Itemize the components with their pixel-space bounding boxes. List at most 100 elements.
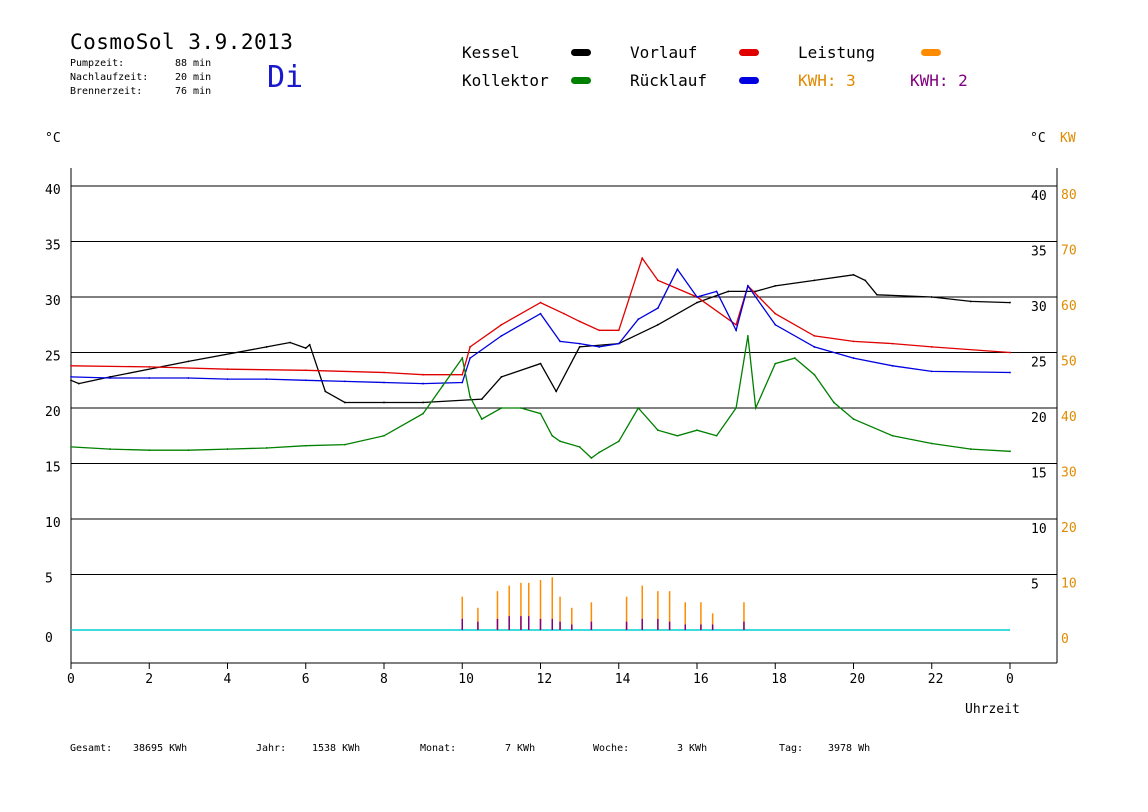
series-3-point-15 xyxy=(520,407,522,409)
series-1-point-22 xyxy=(891,342,894,345)
series-3-point-30 xyxy=(754,407,757,409)
series-2-point-7 xyxy=(343,380,346,383)
chart-title: CosmoSol 3.9.2013 xyxy=(70,30,294,54)
series-2-point-11 xyxy=(469,357,471,359)
y2-tick-0: 0 xyxy=(1061,632,1069,647)
series-2-point-12 xyxy=(500,334,503,337)
series-0-point-3 xyxy=(187,360,190,363)
footer-woche-label: Woche: xyxy=(593,743,630,754)
x-tick-4: 8 xyxy=(380,672,388,687)
y-tick-right-temp-35: 35 xyxy=(1031,245,1047,260)
series-3-point-2 xyxy=(148,449,151,452)
weekday-label: Di xyxy=(267,60,304,95)
series-0-point-9 xyxy=(343,401,346,404)
legend-leistung-swatch xyxy=(921,49,941,56)
series-1-point-4 xyxy=(383,371,385,374)
footer-tag-label: Tag: xyxy=(779,743,804,754)
series-2-point-21 xyxy=(696,296,698,298)
series-0-point-1 xyxy=(77,382,80,385)
series-3-point-25 xyxy=(676,434,679,437)
series-3-point-17 xyxy=(551,434,554,437)
series-3-point-38 xyxy=(969,448,972,450)
legend-kwh1-label: KWH: 3 xyxy=(798,71,856,90)
y-axis-label-right-power: KW xyxy=(1060,131,1076,146)
series-0-point-26 xyxy=(876,293,878,296)
legend-ruecklauf-label: Rücklauf xyxy=(630,71,708,90)
y2-tick-50: 50 xyxy=(1061,355,1077,370)
stat-nachlaufzeit-value: 20 min xyxy=(175,72,212,83)
footer-jahr-value: 1538 KWh xyxy=(312,743,361,754)
series-3-point-19 xyxy=(578,445,581,448)
series-3-point-22 xyxy=(617,440,620,443)
series-2-point-6 xyxy=(304,379,307,382)
y-tick-left-25: 25 xyxy=(45,350,61,365)
y-tick-left-5: 5 xyxy=(45,572,53,587)
series-1-point-10 xyxy=(563,312,565,315)
x-tick-5: 10 xyxy=(458,672,474,687)
series-1-point-11 xyxy=(578,320,581,323)
series-0-point-15 xyxy=(555,390,558,393)
series-1-point-3 xyxy=(304,369,307,372)
y2-tick-20: 20 xyxy=(1061,521,1077,536)
series-0-point-6 xyxy=(304,347,307,349)
series-3-point-9 xyxy=(422,412,425,415)
x-tick-10: 20 xyxy=(850,672,866,687)
x-axis-label: Uhrzeit xyxy=(965,702,1020,717)
y2-tick-60: 60 xyxy=(1061,299,1077,314)
series-3-point-10 xyxy=(441,384,444,387)
series-2-point-10 xyxy=(461,381,464,384)
series-1-point-12 xyxy=(598,329,601,332)
series-1-point-20 xyxy=(813,334,816,337)
footer-gesamt-value: 38695 KWh xyxy=(133,743,188,754)
series-2-point-8 xyxy=(383,381,385,384)
legend-kessel-label: Kessel xyxy=(462,43,520,62)
series-2-point-26 xyxy=(813,346,816,348)
series-1-point-5 xyxy=(422,373,425,376)
legend-kollektor-swatch xyxy=(571,77,591,84)
series-1-point-2 xyxy=(226,368,229,371)
series-1-point-15 xyxy=(656,279,659,282)
y-tick-left-0: 0 xyxy=(45,631,53,646)
legend-ruecklauf-swatch xyxy=(739,77,759,84)
y2-tick-70: 70 xyxy=(1061,244,1077,259)
y-tick-right-temp-25: 25 xyxy=(1031,356,1047,371)
series-3-point-0 xyxy=(70,445,72,448)
series-0-point-24 xyxy=(852,273,855,276)
series-line-kollektor xyxy=(70,335,1011,459)
series-3-point-29 xyxy=(746,334,749,337)
series-0-point-14 xyxy=(539,362,542,365)
y-tick-right-temp-10: 10 xyxy=(1031,522,1047,537)
series-3-point-32 xyxy=(793,357,796,359)
series-3-point-18 xyxy=(559,440,561,443)
y-tick-right-temp-20: 20 xyxy=(1031,411,1047,426)
x-tick-6: 12 xyxy=(537,672,553,687)
series-0-point-12 xyxy=(480,398,483,401)
y-tick-left-35: 35 xyxy=(45,239,61,254)
series-0-point-11 xyxy=(422,401,425,404)
y2-tick-10: 10 xyxy=(1061,577,1077,592)
series-3-point-16 xyxy=(539,412,542,415)
series-3-point-31 xyxy=(774,362,777,365)
x-tick-9: 18 xyxy=(771,672,787,687)
y-tick-left-20: 20 xyxy=(45,405,61,420)
series-2-point-29 xyxy=(930,370,933,373)
series-0-point-8 xyxy=(324,390,327,393)
series-2-point-15 xyxy=(578,342,581,345)
footer-jahr-label: Jahr: xyxy=(256,743,287,754)
y-tick-left-40: 40 xyxy=(45,183,61,198)
series-2-point-27 xyxy=(852,357,855,359)
x-tick-11: 22 xyxy=(928,672,944,687)
series-1-point-17 xyxy=(735,323,738,326)
series-3-point-33 xyxy=(813,373,816,376)
stat-brennerzeit-value: 76 min xyxy=(175,86,212,97)
series-3-point-7 xyxy=(343,443,346,446)
series-0-point-23 xyxy=(813,279,816,282)
y-tick-left-15: 15 xyxy=(45,461,61,476)
series-1-point-13 xyxy=(617,329,620,332)
series-1-point-6 xyxy=(461,373,464,376)
y-tick-right-temp-5: 5 xyxy=(1031,578,1039,593)
stat-nachlaufzeit-label: Nachlaufzeit: xyxy=(70,72,149,83)
series-2-point-5 xyxy=(265,378,268,381)
legend-vorlauf-swatch xyxy=(739,49,759,56)
series-2-point-13 xyxy=(539,312,542,315)
